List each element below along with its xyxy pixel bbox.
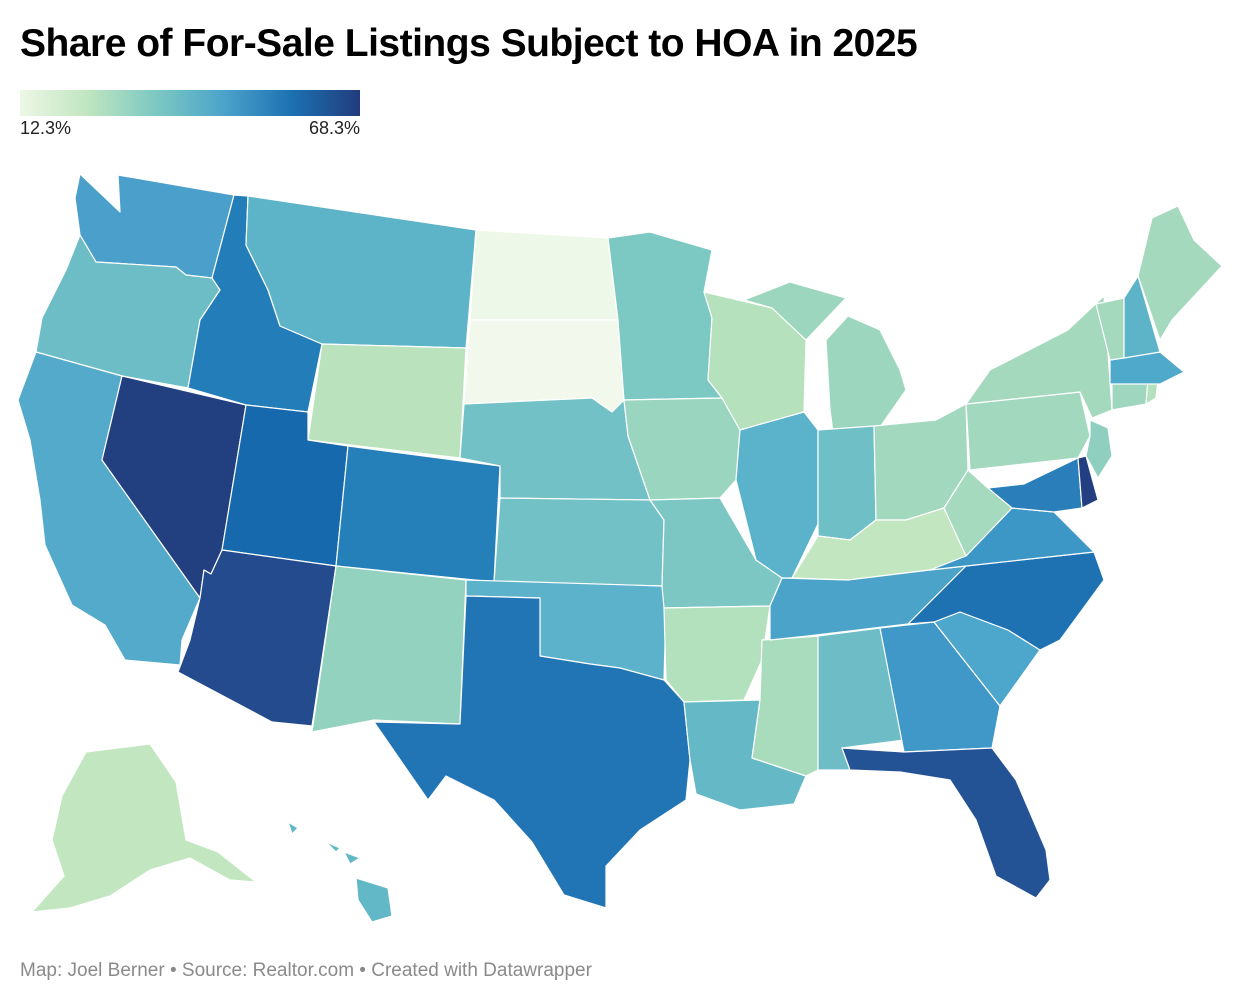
state-sd[interactable] xyxy=(463,319,625,413)
state-mi[interactable] xyxy=(825,315,907,441)
state-tx[interactable] xyxy=(373,595,691,909)
legend-min-label: 12.3% xyxy=(20,118,72,138)
state-nj[interactable] xyxy=(1085,419,1113,479)
state-fl[interactable] xyxy=(841,747,1051,899)
map-title: Share of For-Sale Listings Subject to HO… xyxy=(20,22,918,65)
state-ks[interactable] xyxy=(493,497,665,587)
state-nd[interactable] xyxy=(469,229,619,321)
state-de[interactable] xyxy=(1077,455,1099,509)
state-mn[interactable] xyxy=(607,231,723,401)
state-pa[interactable] xyxy=(965,391,1091,471)
state-co[interactable] xyxy=(335,445,501,583)
state-in[interactable] xyxy=(817,425,877,541)
legend-gradient-bar xyxy=(20,90,360,116)
state-hi[interactable] xyxy=(355,877,393,923)
state-hi-islands[interactable] xyxy=(287,821,361,865)
state-nh[interactable] xyxy=(1123,275,1161,359)
state-me[interactable] xyxy=(1137,205,1223,341)
state-ak[interactable] xyxy=(31,743,257,913)
us-choropleth-map xyxy=(0,150,1240,940)
state-wy[interactable] xyxy=(307,343,467,459)
state-nc[interactable] xyxy=(907,551,1105,651)
legend-labels: 12.3% 68.3% xyxy=(20,118,360,140)
state-mt[interactable] xyxy=(245,195,477,349)
state-ms[interactable] xyxy=(751,635,821,777)
state-ar[interactable] xyxy=(663,605,771,703)
state-mi-upper[interactable] xyxy=(743,281,847,341)
legend-max-label: 68.3% xyxy=(308,118,360,138)
source-credit: Map: Joel Berner • Source: Realtor.com •… xyxy=(20,960,592,981)
color-legend: 12.3% 68.3% xyxy=(20,90,360,140)
state-nm[interactable] xyxy=(311,565,467,733)
